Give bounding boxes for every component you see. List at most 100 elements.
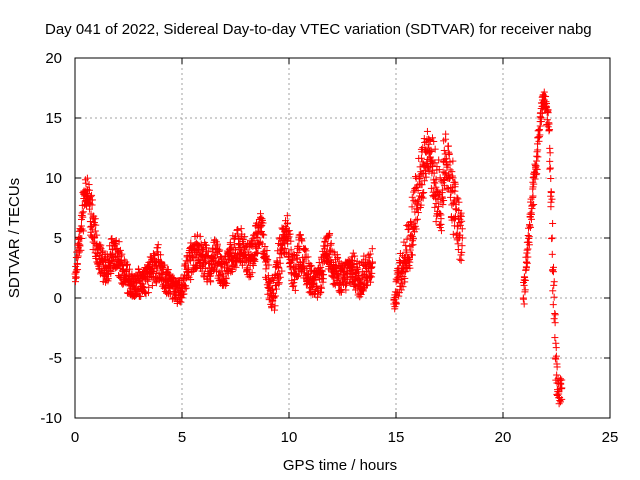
data-point	[253, 250, 261, 258]
data-point	[447, 188, 455, 196]
data-point	[444, 142, 452, 150]
data-point	[275, 279, 283, 287]
data-point	[107, 235, 115, 243]
data-point	[521, 276, 529, 284]
data-point	[418, 181, 426, 189]
data-point	[252, 248, 260, 256]
data-point	[536, 131, 544, 139]
data-point	[454, 195, 462, 203]
axis-ticks: 0 5 10 15 20 25 -10 -5 0 5 10 15 20	[40, 50, 618, 446]
data-point	[182, 284, 190, 292]
data-point	[408, 193, 416, 201]
data-point	[408, 241, 416, 249]
data-point	[553, 363, 561, 371]
data-point	[558, 395, 566, 403]
data-point	[313, 293, 321, 301]
data-point	[180, 290, 188, 298]
data-point	[108, 235, 116, 243]
data-point	[550, 278, 558, 286]
data-point	[407, 231, 415, 239]
data-point	[360, 287, 368, 295]
data-point	[144, 277, 152, 285]
data-point	[548, 195, 556, 203]
data-point	[271, 292, 279, 300]
data-point	[436, 210, 444, 218]
chart-title: Day 041 of 2022, Sidereal Day-to-day VTE…	[45, 21, 592, 38]
y-axis-title: SDTVAR / TECUs	[6, 178, 23, 298]
data-point	[197, 240, 205, 248]
data-point	[204, 247, 212, 255]
data-point	[395, 292, 403, 300]
data-point	[78, 209, 86, 217]
data-point	[532, 171, 540, 179]
data-point	[558, 384, 566, 392]
data-point	[521, 286, 529, 294]
data-point	[534, 127, 542, 135]
data-point	[392, 300, 400, 308]
data-point	[302, 253, 310, 261]
data-point	[141, 288, 149, 296]
data-point	[92, 221, 100, 229]
data-point	[552, 344, 560, 352]
data-point	[451, 214, 459, 222]
data-point	[161, 261, 169, 269]
data-point	[552, 355, 560, 363]
data-point	[276, 273, 284, 281]
data-point	[435, 156, 443, 164]
data-point	[531, 175, 539, 183]
data-point	[103, 270, 111, 278]
data-point	[449, 199, 457, 207]
data-point	[368, 245, 376, 253]
data-point	[342, 286, 350, 294]
data-point	[553, 371, 561, 379]
data-point	[409, 235, 417, 243]
data-point	[439, 201, 447, 209]
data-point	[169, 274, 177, 282]
data-point	[546, 157, 554, 165]
data-point	[258, 230, 266, 238]
y-tick-label: -5	[49, 350, 62, 367]
data-point	[458, 225, 466, 233]
data-point	[88, 196, 96, 204]
y-tick-label: 15	[45, 110, 62, 127]
data-point	[259, 219, 267, 227]
data-point	[320, 271, 328, 279]
data-point	[431, 179, 439, 187]
data-point	[437, 215, 445, 223]
data-point	[431, 159, 439, 167]
data-point	[547, 198, 555, 206]
data-point	[275, 280, 283, 288]
data-point	[524, 245, 532, 253]
data-point	[520, 300, 528, 308]
data-point	[430, 137, 438, 145]
data-point	[438, 186, 446, 194]
data-point	[549, 301, 557, 309]
data-point	[75, 233, 83, 241]
data-point	[196, 232, 204, 240]
data-point	[276, 259, 284, 267]
data-point	[327, 241, 335, 249]
data-point	[83, 174, 91, 182]
data-point	[278, 267, 286, 275]
data-point	[212, 249, 220, 257]
data-point	[526, 222, 534, 230]
data-point	[550, 281, 558, 289]
data-point	[340, 274, 348, 282]
data-point	[230, 262, 238, 270]
data-point	[312, 276, 320, 284]
data-point	[89, 238, 97, 246]
data-point	[211, 254, 219, 262]
data-point	[408, 203, 416, 211]
data-point	[79, 208, 87, 216]
data-point	[77, 222, 85, 230]
data-point	[230, 241, 238, 249]
data-point	[178, 294, 186, 302]
x-tick-label: 20	[495, 429, 512, 446]
data-point	[264, 256, 272, 264]
data-point	[550, 263, 558, 271]
data-point	[154, 241, 162, 249]
data-point	[440, 197, 448, 205]
data-point	[194, 241, 202, 249]
data-point	[261, 243, 269, 251]
data-point	[318, 266, 326, 274]
